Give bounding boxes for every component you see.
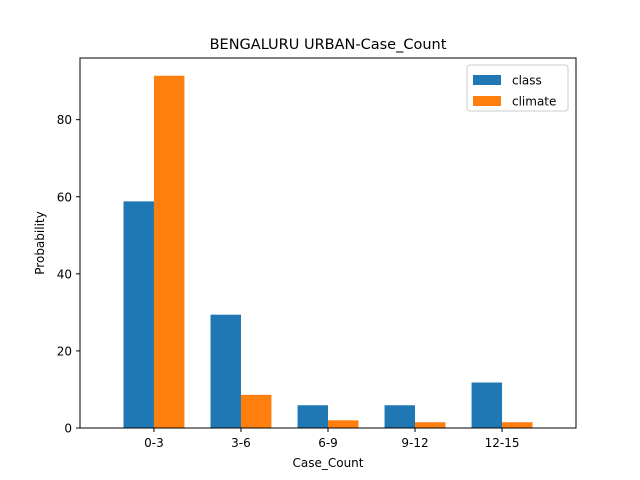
x-tick-label: 6-9: [318, 436, 338, 450]
bar-class-3-6: [210, 314, 241, 428]
legend-label-class: class: [512, 74, 542, 88]
bar-class-0-3: [123, 201, 154, 428]
y-tick-label: 40: [57, 267, 72, 281]
x-axis: 0-3 3-6 6-9 9-12 12-15: [144, 428, 519, 450]
bars-layer: [123, 75, 533, 429]
y-tick-label: 20: [57, 344, 72, 358]
y-axis-label: Probability: [33, 211, 47, 274]
x-tick-label: 9-12: [401, 436, 428, 450]
y-tick-label: 0: [64, 422, 72, 436]
bar-climate-6-9: [328, 420, 359, 428]
bar-class-9-12: [384, 405, 416, 428]
bar-climate-0-3: [153, 75, 185, 429]
chart-title: BENGALURU URBAN-Case_Count: [210, 37, 447, 53]
x-axis-label: Case_Count: [292, 456, 363, 470]
bar-class-6-9: [297, 405, 328, 428]
x-tick-label: 3-6: [231, 436, 251, 450]
legend: class climate: [466, 64, 569, 112]
legend-swatch-climate: [473, 96, 501, 106]
legend-swatch-class: [473, 75, 501, 85]
y-axis: 0 20 40 60 80: [57, 113, 80, 436]
y-tick-label: 60: [57, 190, 72, 204]
bar-climate-3-6: [240, 394, 272, 428]
y-tick-label: 80: [57, 113, 72, 127]
bar-climate-9-12: [415, 422, 446, 428]
bar-class-12-15: [471, 382, 503, 428]
bar-climate-12-15: [502, 422, 533, 428]
legend-label-climate: climate: [512, 95, 556, 109]
x-tick-label: 12-15: [485, 436, 520, 450]
x-tick-label: 0-3: [144, 436, 164, 450]
